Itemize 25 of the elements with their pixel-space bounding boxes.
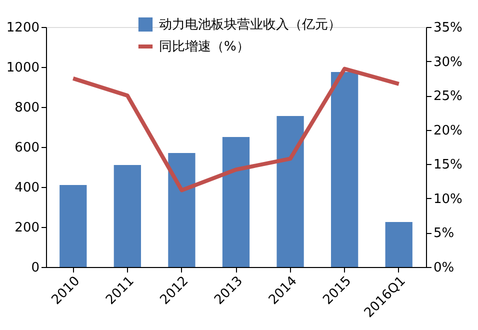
y2-tick-label: 25% — [434, 89, 462, 104]
y-tick-label: 1200 — [6, 20, 40, 36]
bar — [222, 137, 250, 267]
y2-tick-label: 20% — [434, 123, 462, 138]
y2-tick-label: 0% — [434, 260, 454, 276]
bar — [60, 185, 87, 267]
bar — [331, 72, 358, 267]
bar — [276, 116, 304, 267]
y2-tick-label: 10% — [434, 192, 462, 207]
y-tick-label: 400 — [14, 180, 40, 196]
bar — [168, 153, 196, 267]
y-tick-label: 200 — [14, 220, 40, 236]
y2-tick-label: 30% — [434, 54, 462, 70]
y2-tick-label: 15% — [434, 158, 462, 173]
y-tick-label: 600 — [14, 140, 40, 156]
y-tick-label: 0 — [31, 260, 40, 276]
legend-label: 动力电池板块营业收入（亿元） — [159, 18, 341, 32]
bar — [114, 165, 141, 267]
line-series — [71, 66, 401, 192]
y-tick-label: 1000 — [6, 60, 40, 76]
bar — [385, 222, 412, 267]
legend-label: 同比增速（%） — [159, 40, 250, 54]
y2-tick-label: 5% — [434, 226, 454, 242]
y-tick-label: 800 — [14, 100, 40, 116]
y2-tick-label: 35% — [434, 20, 462, 36]
